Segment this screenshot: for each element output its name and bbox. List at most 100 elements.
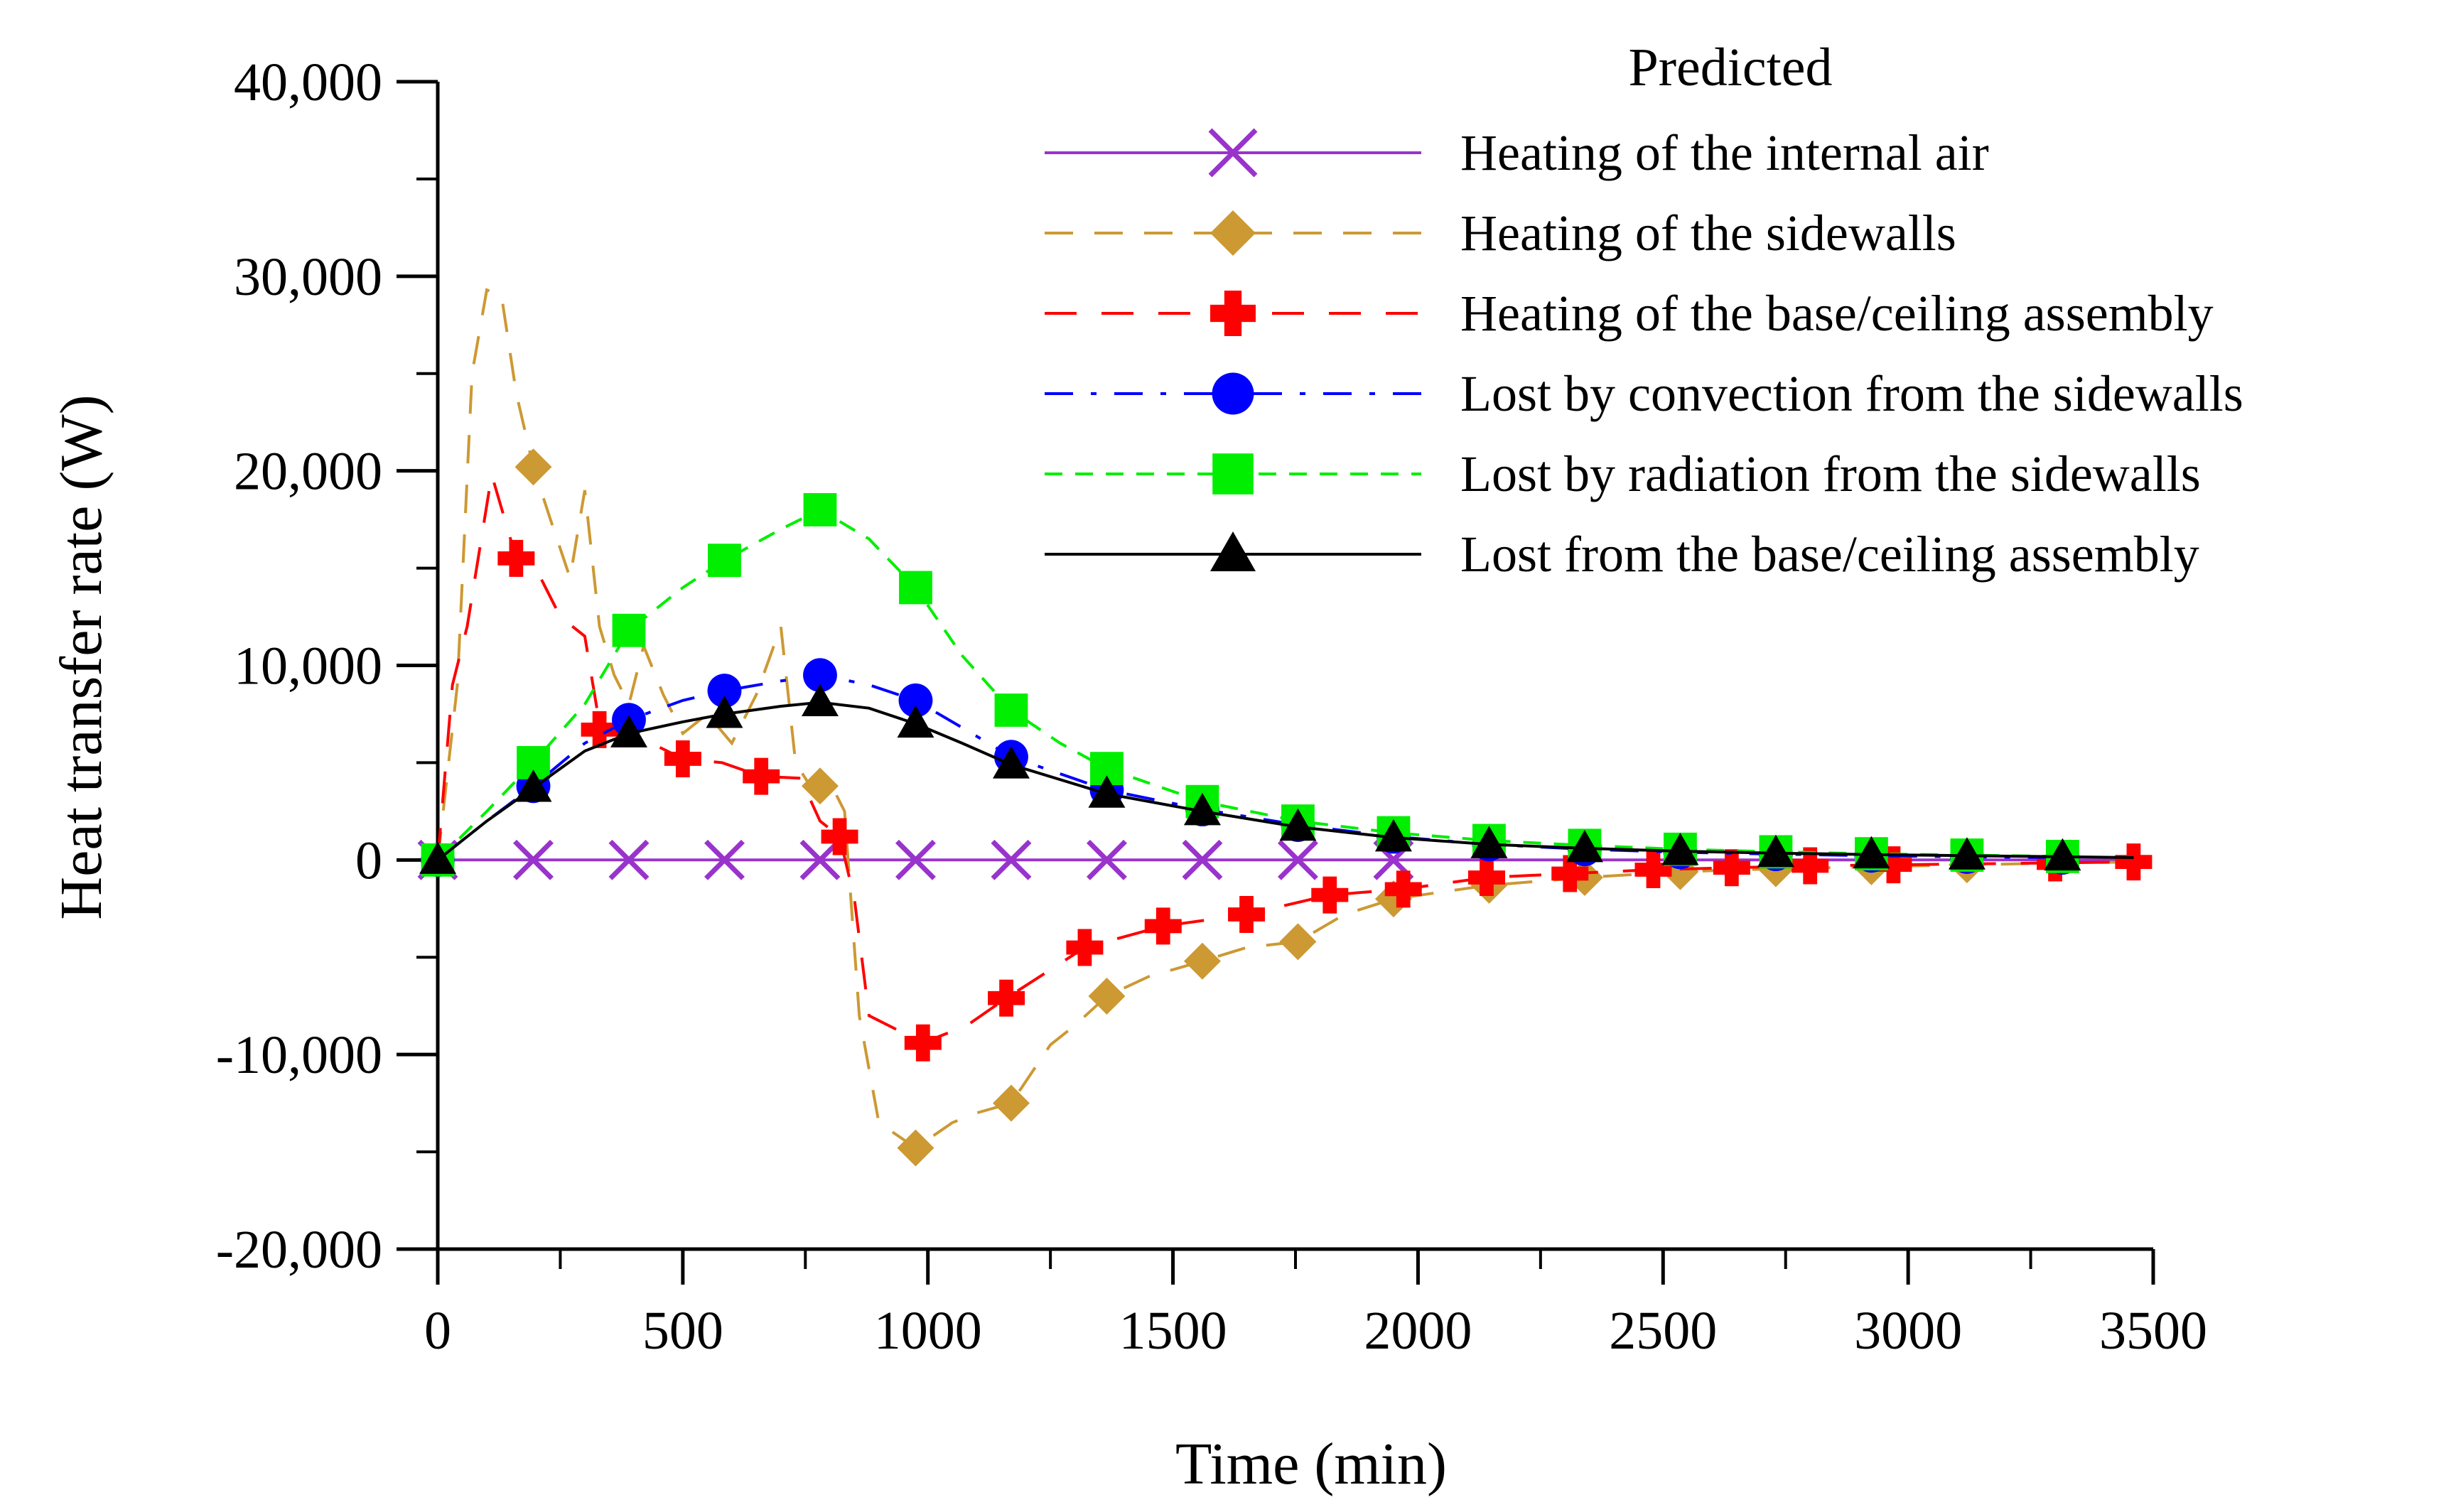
square-marker [1212,453,1254,495]
x-marker [895,839,936,880]
legend-label: Heating of the internal air [1460,124,1989,181]
triangle-marker [1566,829,1603,863]
x-tick-label: 0 [424,1301,451,1361]
y-tick-label: 0 [355,831,382,890]
plus-marker [1792,847,1829,885]
triangle-marker [1661,833,1699,865]
triangle-marker [706,695,743,728]
legend: Heating of the internal air Heating of th… [1045,124,2243,583]
triangle-marker [1948,837,1986,870]
x-tick-label: 3500 [2099,1301,2207,1361]
triangle-marker [2044,838,2081,871]
plus-marker [1066,929,1104,966]
plus-marker [664,740,701,777]
plus-marker [1228,896,1266,934]
triangle-marker [992,746,1030,779]
plus-marker [581,711,618,748]
triangle-marker [1279,808,1317,841]
circle-marker [707,674,742,708]
y-axis-title: Heat transfer rate (W) [48,394,114,919]
diamond-marker [1088,978,1126,1015]
axes: -20,000 -10,000 0 10,000 20,000 30,000 40,000 0… [216,53,2207,1361]
x-axis-title: Time (min) [1175,1431,1447,1497]
x-tick-label: 2500 [1609,1301,1717,1361]
legend-item-3: Heating of the base/ceiling assembly [1045,285,2214,342]
plus-marker [743,757,780,795]
series-layer [417,288,2153,1167]
y-tick-label: 30,000 [234,247,382,307]
plus-marker [1144,907,1182,945]
y-tick-label: -10,000 [216,1025,382,1085]
x-tick-label: 2000 [1364,1301,1472,1361]
x-marker [1277,839,1318,880]
circle-marker [803,658,837,693]
diamond-marker [897,1129,934,1167]
legend-item-1: Heating of the internal air [1045,124,1989,181]
plus-marker [1713,849,1750,887]
legend-title: Predicted [1628,38,1832,97]
diamond-marker [1183,942,1221,980]
series-line [436,288,2134,1150]
legend-label: Lost by convection from the sidewalls [1460,365,2243,422]
legend-label: Lost from the base/ceiling assembly [1460,526,2199,583]
plus-marker [1875,846,1912,884]
triangle-marker [610,715,647,747]
x-marker [991,839,1032,880]
legend-item-2: Heating of the sidewalls [1045,205,1956,261]
y-tick-label: -20,000 [216,1220,382,1280]
plus-marker [1210,291,1256,336]
diamond-marker [514,448,552,486]
x-tick-label: 1500 [1119,1301,1227,1361]
square-marker [803,493,837,526]
diamond-marker [801,767,839,805]
plus-marker [1384,870,1422,908]
x-marker [513,839,554,880]
plus-marker [1467,858,1505,896]
triangle-marker [419,841,456,874]
triangle-marker [897,705,934,738]
x-marker [1208,128,1258,178]
plus-marker [988,979,1025,1017]
x-marker [1086,839,1127,880]
square-marker [708,544,741,578]
x-marker [704,839,745,880]
x-marker [799,839,841,880]
x-marker [1182,839,1223,880]
triangle-marker [1757,834,1794,868]
plus-marker [2115,843,2153,881]
diamond-marker [992,1084,1030,1122]
triangle-marker [1210,531,1256,571]
series-4 [421,658,2080,878]
series-6 [419,684,2134,874]
plus-marker [821,818,858,855]
triangle-marker [1374,819,1412,852]
legend-label: Lost by radiation from the sidewalls [1460,446,2201,502]
x-tick-label: 500 [642,1301,723,1361]
plus-marker [1551,855,1589,892]
legend-label: Heating of the base/ceiling assembly [1460,285,2214,342]
square-marker [612,613,646,647]
x-marker [608,839,650,880]
x-tick-label: 1000 [874,1301,982,1361]
square-marker [899,571,932,605]
legend-item-6: Lost from the base/ceiling assembly [1045,526,2199,583]
legend-label: Heating of the sidewalls [1460,205,1956,261]
plus-marker [497,539,535,577]
plus-marker [1311,876,1349,914]
triangle-marker [1183,792,1221,826]
y-tick-label: 20,000 [234,442,382,502]
plus-marker [1634,851,1672,889]
diamond-marker [1210,210,1256,256]
square-marker [994,693,1028,727]
legend-item-4: Lost by convection from the sidewalls [1045,365,2243,422]
triangle-marker [801,684,839,717]
triangle-marker [1470,826,1508,858]
triangle-marker [1853,836,1890,869]
y-tick-label: 10,000 [234,637,382,696]
triangle-marker [1088,775,1126,808]
y-tick-label: 40,000 [234,53,382,112]
circle-marker [898,683,933,718]
diamond-marker [1279,923,1317,961]
triangle-marker [514,770,552,802]
